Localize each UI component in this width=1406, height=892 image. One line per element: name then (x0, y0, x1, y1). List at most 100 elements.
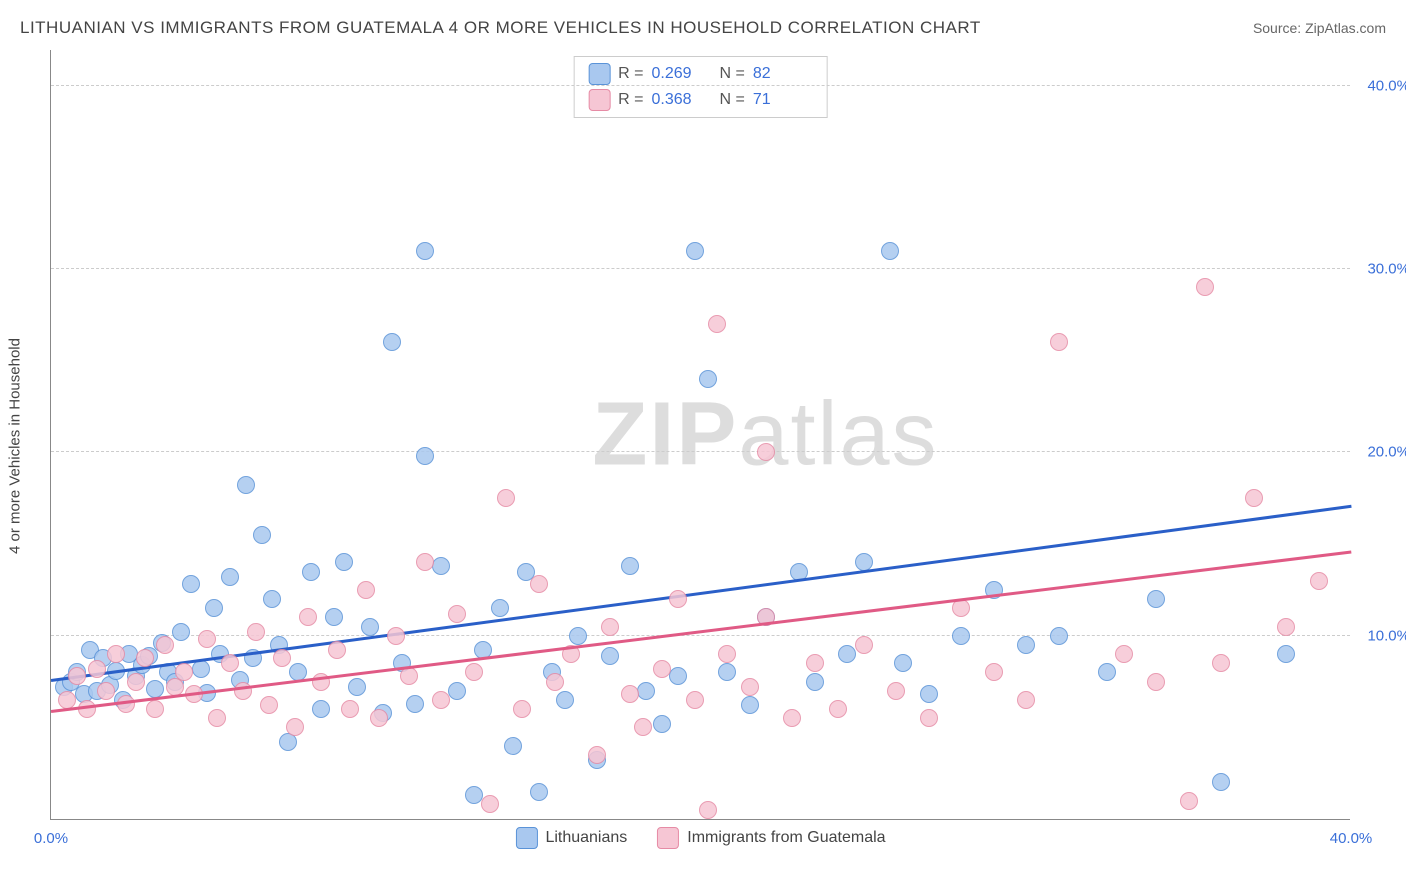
scatter-point (221, 654, 239, 672)
scatter-point (78, 700, 96, 718)
scatter-point (601, 618, 619, 636)
scatter-point (718, 663, 736, 681)
scatter-point (920, 709, 938, 727)
scatter-point (530, 783, 548, 801)
scatter-point (504, 737, 522, 755)
scatter-point (302, 563, 320, 581)
scatter-point (806, 654, 824, 672)
scatter-point (416, 553, 434, 571)
scatter-point (1115, 645, 1133, 663)
scatter-point (1212, 654, 1230, 672)
scatter-point (699, 801, 717, 819)
scatter-point (653, 715, 671, 733)
scatter-point (465, 663, 483, 681)
scatter-point (1245, 489, 1263, 507)
scatter-point (328, 641, 346, 659)
plot-area: ZIPatlas R =0.269N =82R =0.368N =71 Lith… (50, 50, 1350, 820)
scatter-point (757, 443, 775, 461)
scatter-point (806, 673, 824, 691)
scatter-point (221, 568, 239, 586)
scatter-point (1180, 792, 1198, 810)
scatter-point (1147, 590, 1165, 608)
n-label: N = (720, 65, 745, 83)
scatter-point (1050, 627, 1068, 645)
scatter-point (1212, 773, 1230, 791)
r-value: 0.368 (652, 91, 702, 109)
scatter-point (621, 685, 639, 703)
n-value: 71 (753, 91, 803, 109)
legend-label: Lithuanians (545, 829, 627, 847)
scatter-point (513, 700, 531, 718)
scatter-point (253, 526, 271, 544)
scatter-point (286, 718, 304, 736)
scatter-point (208, 709, 226, 727)
n-value: 82 (753, 65, 803, 83)
scatter-point (237, 476, 255, 494)
scatter-point (601, 647, 619, 665)
scatter-point (146, 700, 164, 718)
scatter-point (182, 575, 200, 593)
scatter-point (448, 605, 466, 623)
scatter-point (653, 660, 671, 678)
scatter-point (1098, 663, 1116, 681)
scatter-point (68, 667, 86, 685)
scatter-point (569, 627, 587, 645)
chart-title: LITHUANIAN VS IMMIGRANTS FROM GUATEMALA … (20, 18, 981, 38)
scatter-point (1017, 636, 1035, 654)
grid-line (51, 85, 1350, 86)
r-label: R = (618, 65, 643, 83)
scatter-point (198, 630, 216, 648)
scatter-point (260, 696, 278, 714)
scatter-point (234, 682, 252, 700)
scatter-point (348, 678, 366, 696)
scatter-point (383, 333, 401, 351)
scatter-point (1310, 572, 1328, 590)
scatter-point (686, 691, 704, 709)
legend-label: Immigrants from Guatemala (687, 829, 885, 847)
scatter-point (637, 682, 655, 700)
scatter-point (146, 680, 164, 698)
scatter-point (669, 667, 687, 685)
scatter-point (1017, 691, 1035, 709)
scatter-point (708, 315, 726, 333)
scatter-point (156, 636, 174, 654)
legend-swatch (657, 827, 679, 849)
r-value: 0.269 (652, 65, 702, 83)
stats-legend: R = 0.269 N = 82 R = 0.368 N = 71 (573, 56, 828, 118)
y-tick-label: 40.0% (1355, 77, 1406, 94)
scatter-point (481, 795, 499, 813)
grid-line (51, 635, 1350, 636)
scatter-point (1147, 673, 1165, 691)
r-label: R = (618, 91, 643, 109)
scatter-point (669, 590, 687, 608)
scatter-point (400, 667, 418, 685)
scatter-point (1277, 645, 1295, 663)
watermark: ZIPatlas (592, 383, 938, 486)
x-tick-label: 40.0% (1330, 830, 1373, 847)
n-label: N = (720, 91, 745, 109)
scatter-point (263, 590, 281, 608)
scatter-point (387, 627, 405, 645)
scatter-point (416, 447, 434, 465)
scatter-point (175, 663, 193, 681)
stats-row: R = 0.368 N = 71 (588, 87, 813, 113)
scatter-point (838, 645, 856, 663)
scatter-point (699, 370, 717, 388)
scatter-point (741, 696, 759, 714)
scatter-point (127, 673, 145, 691)
scatter-point (370, 709, 388, 727)
bottom-legend: Lithuanians Immigrants from Guatemala (515, 827, 885, 849)
scatter-point (491, 599, 509, 617)
legend-item: Immigrants from Guatemala (657, 827, 885, 849)
scatter-point (952, 627, 970, 645)
scatter-point (247, 623, 265, 641)
scatter-point (530, 575, 548, 593)
scatter-point (1277, 618, 1295, 636)
scatter-point (312, 700, 330, 718)
scatter-point (205, 599, 223, 617)
scatter-point (829, 700, 847, 718)
scatter-point (448, 682, 466, 700)
scatter-point (341, 700, 359, 718)
scatter-point (881, 242, 899, 260)
scatter-point (273, 649, 291, 667)
